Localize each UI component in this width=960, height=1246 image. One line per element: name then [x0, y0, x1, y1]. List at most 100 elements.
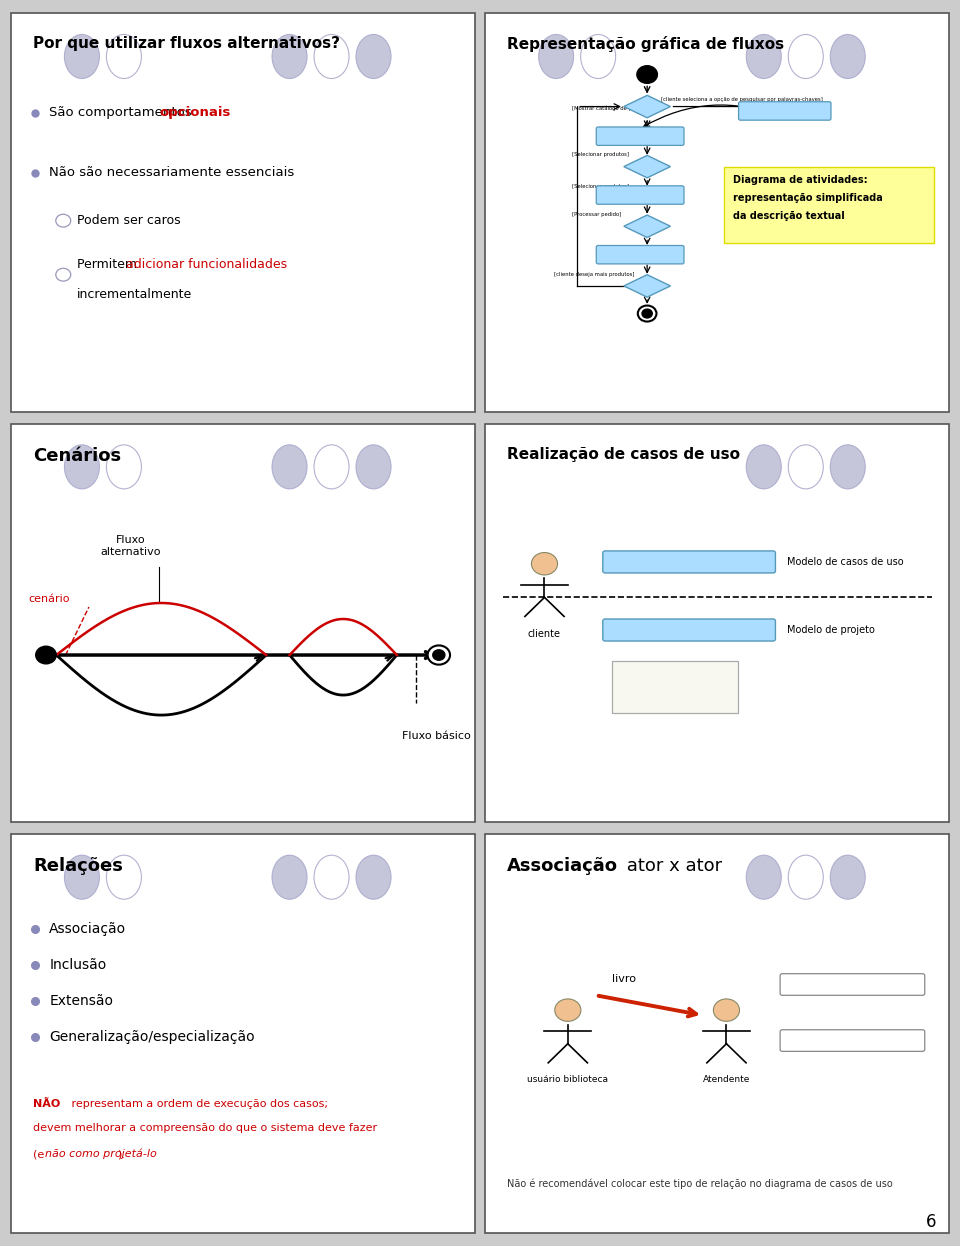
Ellipse shape	[64, 855, 100, 900]
Text: Buscar produtos e fazer pedido: Buscar produtos e fazer pedido	[623, 558, 756, 567]
Text: usuário biblioteca: usuário biblioteca	[527, 1075, 609, 1084]
FancyBboxPatch shape	[780, 973, 924, 996]
Ellipse shape	[107, 445, 141, 488]
Text: ).: ).	[117, 1150, 125, 1160]
Text: NÃO: NÃO	[33, 1099, 60, 1109]
Circle shape	[36, 647, 57, 664]
Circle shape	[713, 999, 739, 1022]
FancyBboxPatch shape	[603, 619, 776, 640]
Text: devem melhorar a compreensão do que o sistema deve fazer: devem melhorar a compreensão do que o si…	[33, 1124, 377, 1134]
Text: Atendente: Atendente	[703, 1075, 750, 1084]
Text: Associação: Associação	[49, 922, 127, 936]
Ellipse shape	[356, 445, 391, 488]
Ellipse shape	[788, 855, 824, 900]
FancyBboxPatch shape	[738, 102, 831, 120]
Circle shape	[532, 552, 558, 574]
Text: [Mostrar catálogo de produtos]: [Mostrar catálogo de produtos]	[572, 105, 655, 111]
Text: [cliente seleciona a opção de pesquisar por palavras-chaves]: [cliente seleciona a opção de pesquisar …	[661, 97, 823, 102]
Ellipse shape	[64, 35, 100, 78]
Circle shape	[636, 66, 658, 83]
FancyBboxPatch shape	[485, 424, 949, 822]
Ellipse shape	[314, 445, 349, 488]
Text: [Processar pedido]: [Processar pedido]	[572, 212, 622, 217]
Text: Fluxo
alternativo: Fluxo alternativo	[101, 535, 161, 557]
Text: Relações: Relações	[33, 857, 123, 875]
Circle shape	[642, 309, 652, 318]
Ellipse shape	[746, 855, 781, 900]
Text: São comportamentos: São comportamentos	[49, 106, 196, 120]
Text: [cliente deseja mais produtos]: [cliente deseja mais produtos]	[554, 272, 635, 277]
Circle shape	[433, 650, 444, 660]
FancyBboxPatch shape	[724, 167, 934, 243]
FancyBboxPatch shape	[596, 245, 684, 264]
Ellipse shape	[107, 855, 141, 900]
Text: Mostrar catálogo de produtos: Mostrar catálogo de produtos	[601, 133, 679, 138]
Text: Não é recomendável colocar este tipo de relação no diagrama de casos de uso: Não é recomendável colocar este tipo de …	[507, 1179, 893, 1190]
FancyBboxPatch shape	[612, 662, 738, 713]
Ellipse shape	[830, 35, 865, 78]
FancyBboxPatch shape	[11, 834, 475, 1232]
Text: Buscar produtos e fazer pedido: Buscar produtos e fazer pedido	[623, 625, 756, 634]
Text: livro: livro	[612, 974, 636, 984]
FancyBboxPatch shape	[780, 1029, 924, 1052]
Text: Realização de casos de uso: Realização de casos de uso	[507, 447, 740, 462]
Ellipse shape	[788, 35, 824, 78]
Text: RealizarDevolução: RealizarDevolução	[810, 1037, 895, 1045]
Ellipse shape	[272, 855, 307, 900]
Circle shape	[637, 305, 657, 321]
Ellipse shape	[581, 35, 615, 78]
Ellipse shape	[746, 445, 781, 488]
Polygon shape	[624, 96, 670, 118]
Text: (e: (e	[33, 1150, 48, 1160]
Text: [Selecionar produtos]: [Selecionar produtos]	[572, 152, 630, 157]
Text: RealizarEmpréstimo: RealizarEmpréstimo	[807, 979, 898, 989]
Text: cliente: cliente	[528, 629, 561, 639]
Text: cenário: cenário	[28, 594, 70, 604]
Ellipse shape	[830, 855, 865, 900]
Text: Modelo de projeto: Modelo de projeto	[787, 625, 875, 635]
Text: Generalização/especialização: Generalização/especialização	[49, 1030, 255, 1044]
Text: diagramas de comunicação
especificam as realizações: diagramas de comunicação especificam as …	[622, 673, 728, 693]
Text: Cenários: Cenários	[33, 447, 121, 465]
Ellipse shape	[272, 445, 307, 488]
Circle shape	[56, 214, 71, 227]
Text: Fluxo básico: Fluxo básico	[401, 731, 470, 741]
Ellipse shape	[64, 445, 100, 488]
FancyBboxPatch shape	[603, 551, 776, 573]
Ellipse shape	[356, 855, 391, 900]
Ellipse shape	[272, 35, 307, 78]
Text: da descrição textual: da descrição textual	[733, 211, 845, 221]
Polygon shape	[624, 216, 670, 238]
Text: ator x ator: ator x ator	[621, 857, 723, 875]
FancyBboxPatch shape	[11, 424, 475, 822]
Ellipse shape	[356, 35, 391, 78]
Text: Não são necessariamente essenciais: Não são necessariamente essenciais	[49, 166, 295, 179]
Text: Modelo de casos de uso: Modelo de casos de uso	[787, 557, 903, 567]
Text: representação simplificada: representação simplificada	[733, 193, 883, 203]
Ellipse shape	[788, 445, 824, 488]
Ellipse shape	[539, 35, 574, 78]
Text: Permitem: Permitem	[77, 258, 141, 270]
FancyBboxPatch shape	[11, 14, 475, 412]
Text: Por que utilizar fluxos alternativos?: Por que utilizar fluxos alternativos?	[33, 36, 340, 51]
Text: Associação: Associação	[507, 857, 618, 875]
Text: Processar o pedido: Processar o pedido	[615, 252, 665, 257]
Text: representam a ordem de execução dos casos;: representam a ordem de execução dos caso…	[68, 1099, 328, 1109]
Text: Inclusão: Inclusão	[49, 958, 107, 972]
Text: [Selecionar produtos]: [Selecionar produtos]	[572, 183, 630, 188]
Text: Pesquisar por palavras-chave: Pesquisar por palavras-chave	[746, 108, 824, 113]
Ellipse shape	[830, 445, 865, 488]
Text: Diagrama de atividades:: Diagrama de atividades:	[733, 174, 868, 184]
Text: não como projetá-lo: não como projetá-lo	[44, 1149, 156, 1160]
Circle shape	[56, 268, 71, 282]
Ellipse shape	[314, 855, 349, 900]
Text: 6: 6	[925, 1214, 936, 1231]
Text: incrementalmente: incrementalmente	[77, 288, 193, 300]
Ellipse shape	[746, 35, 781, 78]
Text: Extensão: Extensão	[49, 994, 113, 1008]
Polygon shape	[624, 156, 670, 178]
Ellipse shape	[107, 35, 141, 78]
Text: adicionar funcionalidades: adicionar funcionalidades	[126, 258, 287, 270]
Text: Podem ser caros: Podem ser caros	[77, 214, 180, 227]
Circle shape	[427, 645, 450, 664]
